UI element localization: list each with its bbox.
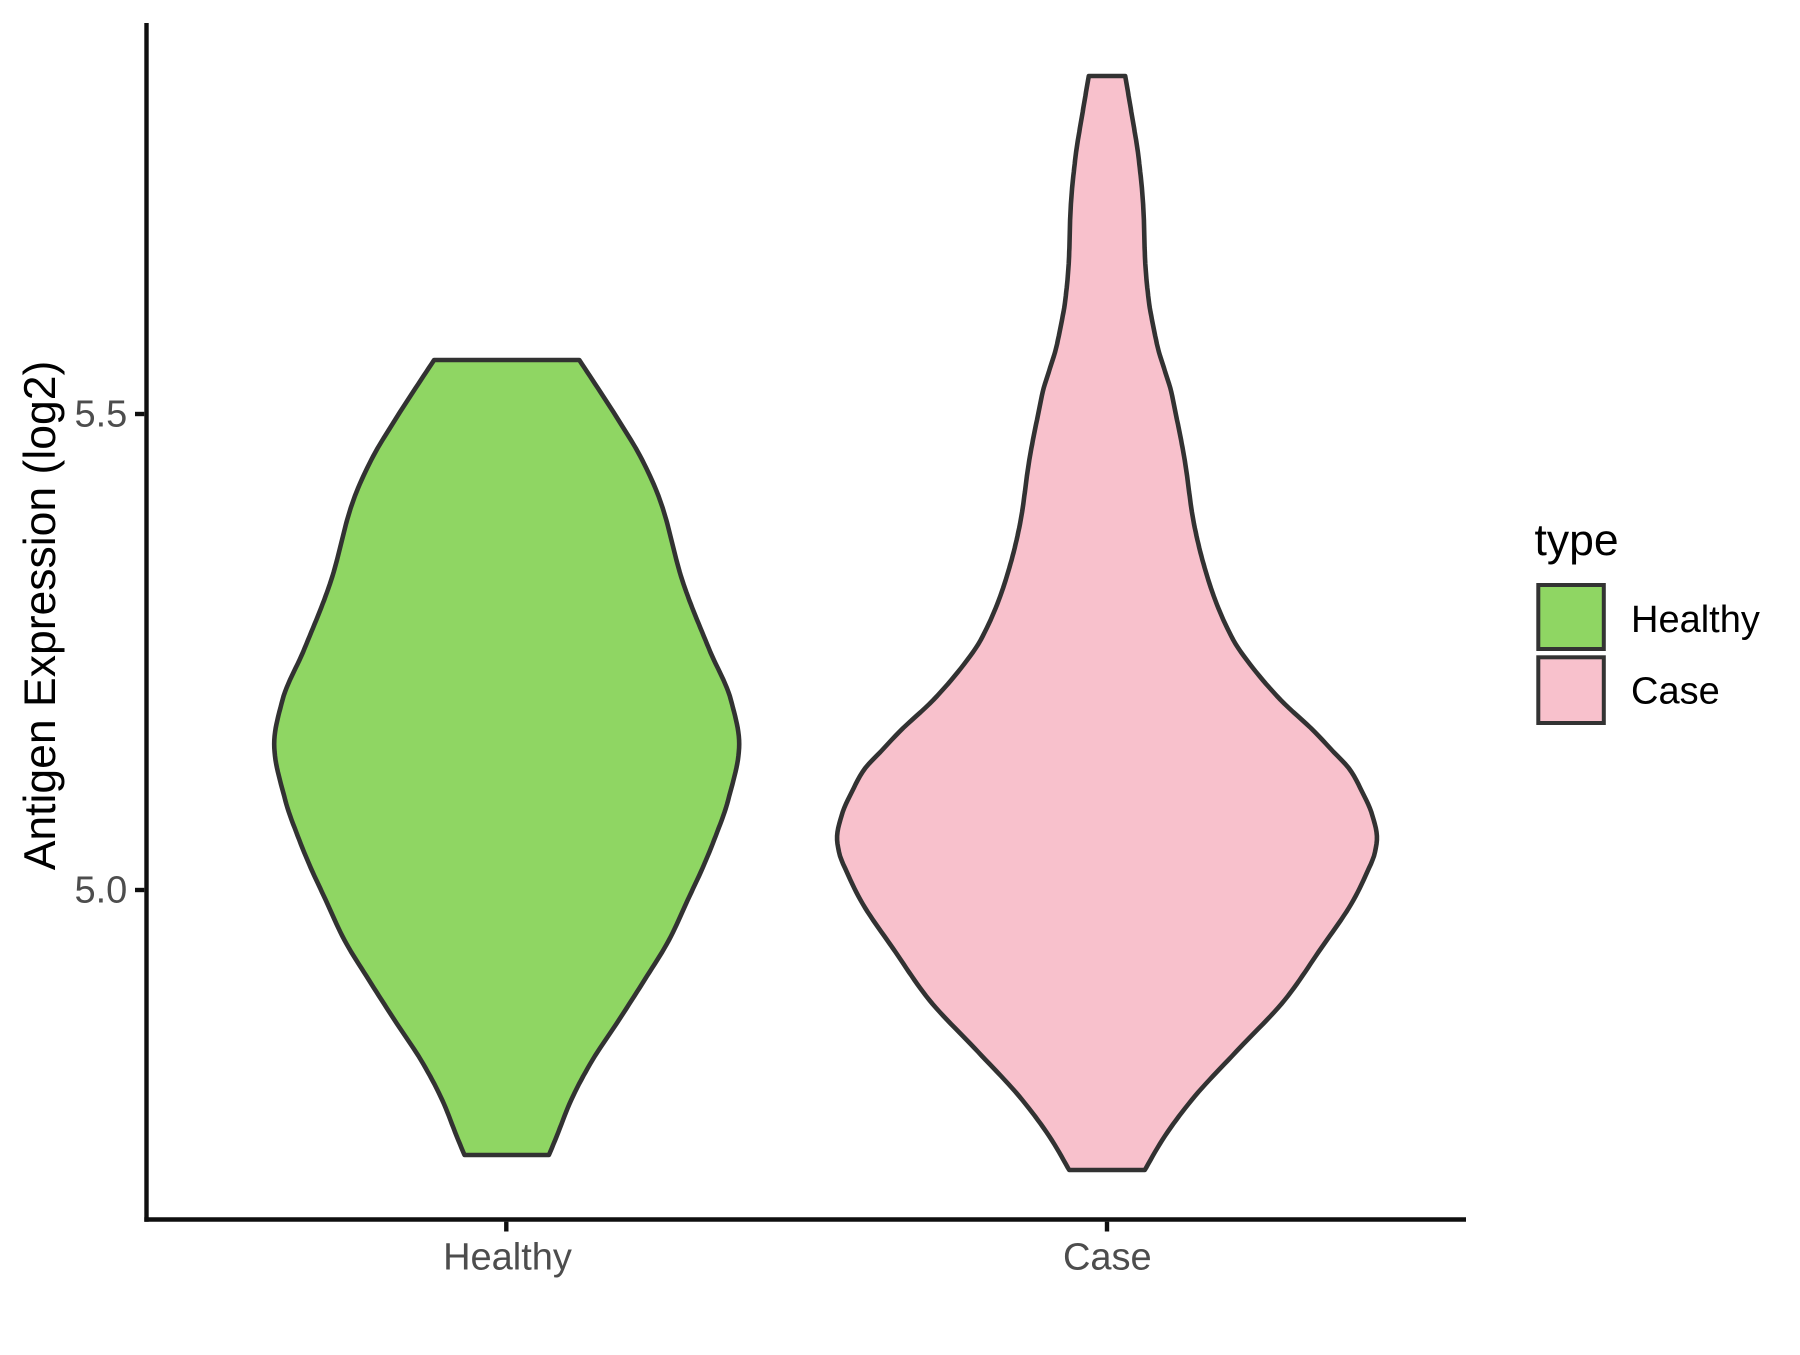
svg-text:type: type [1535, 516, 1619, 565]
svg-text:Case: Case [1063, 1237, 1152, 1279]
svg-text:5.5: 5.5 [74, 393, 127, 435]
svg-text:Case: Case [1631, 671, 1720, 713]
svg-text:Healthy: Healthy [1631, 599, 1760, 641]
svg-text:5.0: 5.0 [74, 870, 127, 912]
svg-text:Antigen Expression (log2): Antigen Expression (log2) [16, 361, 65, 871]
svg-text:Healthy: Healthy [443, 1237, 572, 1279]
